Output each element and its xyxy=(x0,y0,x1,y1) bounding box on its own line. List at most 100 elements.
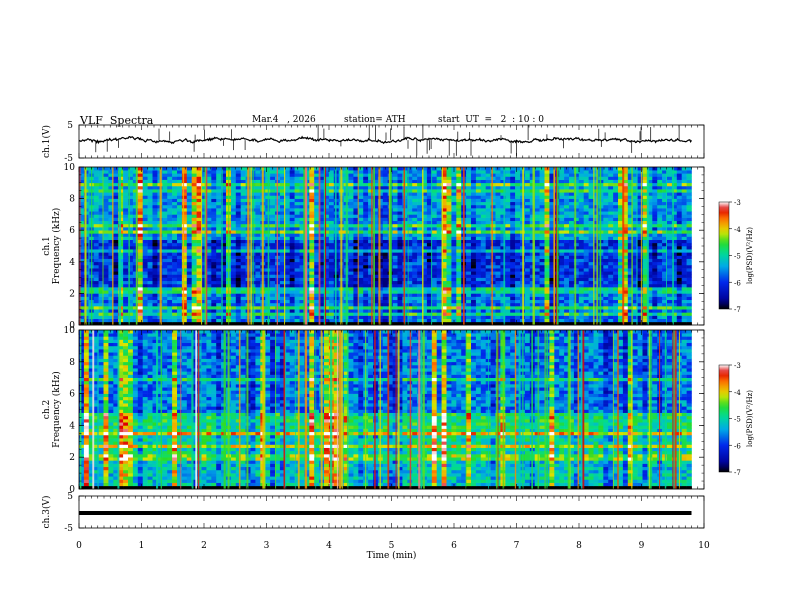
spectrogram-cell xyxy=(569,214,575,218)
spectrogram-cell xyxy=(363,271,369,275)
spectrogram-cell xyxy=(471,293,477,297)
spectrogram-cell xyxy=(289,293,295,297)
spectrogram-cell xyxy=(588,239,594,244)
spectrogram-cell xyxy=(681,321,687,326)
spectrogram-cell xyxy=(471,280,477,285)
spectrogram-cell xyxy=(186,277,192,282)
spectrogram-cell xyxy=(108,312,114,316)
spectrogram-cell xyxy=(524,277,531,282)
spectrogram-cell xyxy=(422,233,428,237)
spectrogram-cell xyxy=(681,249,687,253)
spectrogram-cell xyxy=(627,242,633,247)
spectrogram-cell xyxy=(128,271,134,275)
spectrogram-cell xyxy=(618,236,624,240)
spectrogram-cell xyxy=(103,318,109,323)
spectrogram-cell xyxy=(152,233,158,237)
spectrogram-cell xyxy=(93,290,99,294)
spectrogram-cell xyxy=(79,315,85,319)
spectrogram-cell xyxy=(681,239,687,244)
spectrogram-cell xyxy=(588,249,594,253)
spectrogram-cell xyxy=(573,277,580,282)
spectrogram-cell xyxy=(480,290,486,294)
spectrogram-cell xyxy=(79,208,85,212)
spectrogram-cell xyxy=(529,299,535,304)
spectrogram-cell xyxy=(279,261,286,266)
spectrogram-cell xyxy=(147,249,153,253)
spectrogram-cell xyxy=(294,264,300,269)
spectrogram-cell xyxy=(167,220,173,225)
spectrogram-cell xyxy=(417,283,423,288)
spectrogram-cell xyxy=(255,271,261,275)
spectrogram-cell xyxy=(422,217,428,222)
spectrogram-cell xyxy=(686,318,692,323)
spectrogram-cell xyxy=(221,204,227,209)
spectrogram-cell xyxy=(456,312,462,316)
spectrogram-cell xyxy=(93,246,99,250)
spectrogram-cell xyxy=(471,239,477,244)
spectrogram-cell xyxy=(662,321,668,326)
spectrogram-cell xyxy=(608,274,614,278)
spectrogram-cell xyxy=(289,274,295,278)
spectrogram-cell xyxy=(128,315,134,319)
spectrogram-cell xyxy=(382,242,388,247)
spectrogram-cell xyxy=(456,306,462,310)
spectrogram-cell xyxy=(539,290,545,294)
spectrogram-cell xyxy=(539,299,545,304)
spectrogram-cell xyxy=(407,271,413,275)
spectrogram-cell xyxy=(79,204,85,209)
spectrogram-cell xyxy=(172,223,178,228)
spectrogram-cell xyxy=(191,249,197,253)
spectrogram-cell xyxy=(368,204,374,209)
spectrogram-cell xyxy=(510,261,516,266)
spectrogram-cell xyxy=(618,217,624,222)
spectrogram-cell xyxy=(177,290,183,294)
spectrogram-cell xyxy=(324,290,330,294)
spectrogram-cell xyxy=(578,287,584,291)
spectrogram-cell xyxy=(510,233,516,237)
spectrogram-cell xyxy=(328,264,335,269)
spectrogram-cell xyxy=(569,227,575,231)
spectrogram-cell xyxy=(569,211,575,215)
spectrogram-cell xyxy=(578,309,584,313)
spectrogram-cell xyxy=(373,220,379,225)
spectrogram-cell xyxy=(167,223,173,228)
spectrogram-cell xyxy=(480,220,486,225)
spectrogram-cell xyxy=(216,312,222,316)
spectrogram-cell xyxy=(426,208,433,212)
spectrogram-cell xyxy=(299,268,305,272)
spectrogram-cell xyxy=(515,290,521,294)
spectrogram-cell xyxy=(662,306,668,310)
spectrogram-cell xyxy=(324,274,330,278)
spectrogram-cell xyxy=(627,280,633,285)
spectrogram-cell xyxy=(593,217,599,222)
spectrogram-cell xyxy=(593,309,599,313)
spectrogram-cell xyxy=(289,302,295,307)
spectrogram-cell xyxy=(314,299,320,304)
spectrogram-cell xyxy=(622,239,629,244)
spectrogram-cell xyxy=(201,271,207,275)
spectrogram-cell xyxy=(578,214,584,218)
spectrogram-cell xyxy=(505,239,511,244)
spectrogram-cell xyxy=(608,268,614,272)
spectrogram-cell xyxy=(289,239,295,244)
spectrogram-cell xyxy=(201,283,207,288)
spectrogram-cell xyxy=(446,214,452,218)
spectrogram-cell xyxy=(534,204,540,209)
spectrogram-cell xyxy=(132,302,139,307)
spectrogram-cell xyxy=(559,211,565,215)
spectrogram-cell xyxy=(505,287,511,291)
spectrogram-cell xyxy=(441,280,447,285)
spectrogram-cell xyxy=(373,204,379,209)
spectrogram-cell xyxy=(235,211,241,215)
spectrogram-cell xyxy=(368,302,374,307)
spectrogram-cell xyxy=(490,321,496,326)
spectrogram-cell xyxy=(436,293,442,297)
spectrogram-cell xyxy=(588,290,594,294)
spectrogram-cell xyxy=(549,255,555,259)
spectrogram-cell xyxy=(608,264,614,269)
spectrogram-cell xyxy=(436,242,442,247)
spectrogram-cell xyxy=(132,283,139,288)
spectrogram-cell xyxy=(240,309,246,313)
spectrogram-cell xyxy=(289,321,295,326)
spectrogram-cell xyxy=(407,242,413,247)
